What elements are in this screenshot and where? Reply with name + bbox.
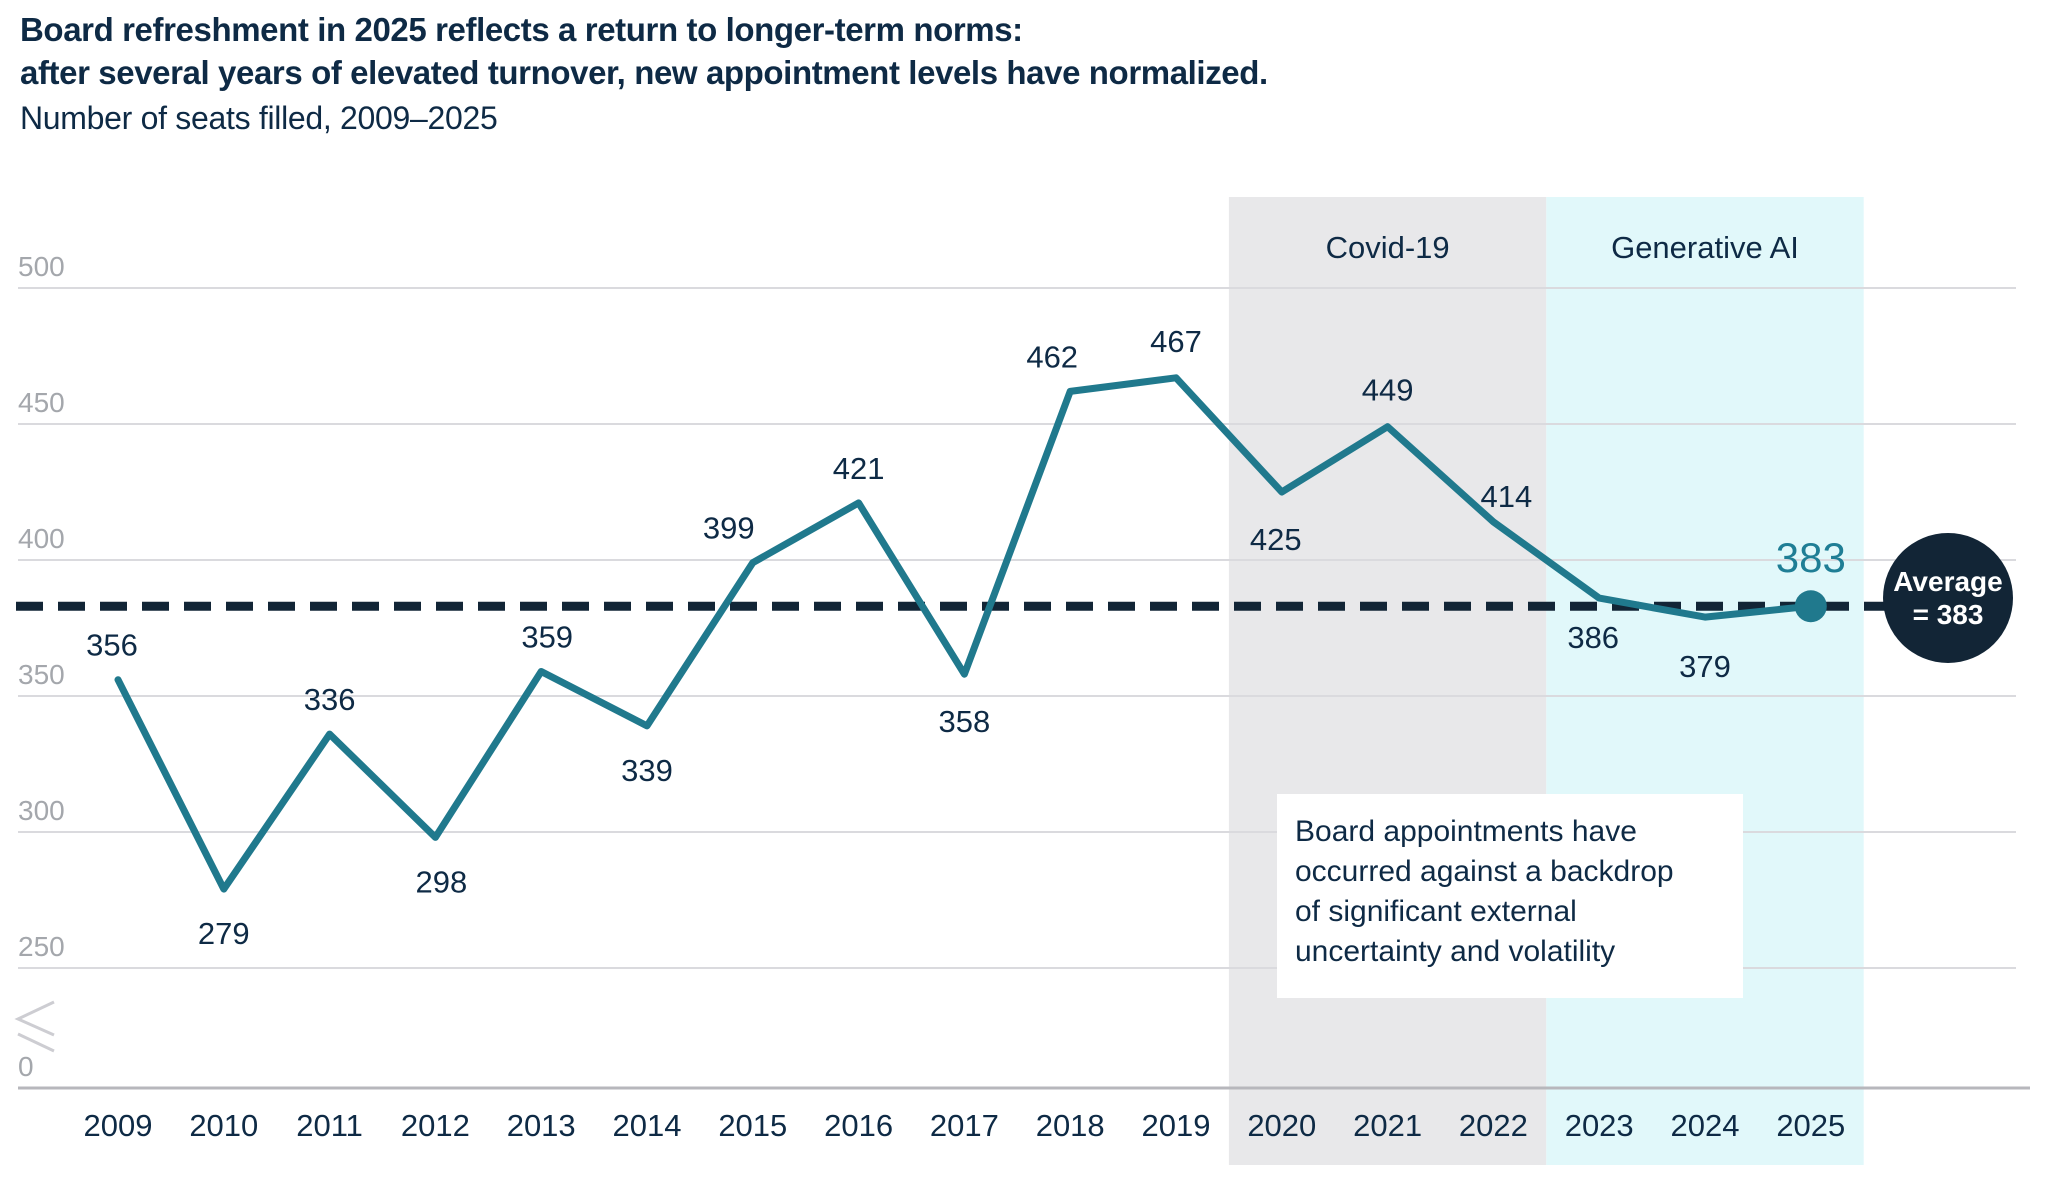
data-label-2010: 279 [198, 916, 250, 951]
axis-break-icon [17, 1032, 55, 1053]
y-tick-400: 400 [18, 523, 65, 554]
x-tick-2017: 2017 [930, 1108, 999, 1143]
era-band-label: Generative AI [1611, 230, 1799, 265]
y-tick-300: 300 [18, 795, 65, 826]
x-tick-2018: 2018 [1036, 1108, 1105, 1143]
x-tick-2021: 2021 [1353, 1108, 1422, 1143]
x-tick-2012: 2012 [401, 1108, 470, 1143]
era-band-covid [1228, 197, 1547, 1165]
x-tick-2013: 2013 [507, 1108, 576, 1143]
data-label-2009: 356 [86, 628, 138, 663]
x-tick-2016: 2016 [824, 1108, 893, 1143]
data-label-2016: 421 [833, 451, 885, 486]
data-label-2018: 462 [1026, 339, 1078, 374]
data-label-2011: 336 [304, 682, 356, 717]
x-tick-2022: 2022 [1459, 1108, 1528, 1143]
data-label-2020: 425 [1250, 522, 1302, 557]
average-badge-label: Average = 383 [1893, 566, 2003, 630]
x-tick-2015: 2015 [718, 1108, 787, 1143]
annotation-box: Board appointments have occurred against… [1277, 794, 1743, 998]
x-tick-2023: 2023 [1565, 1108, 1634, 1143]
axis-break-icon [14, 1000, 55, 1037]
x-tick-2024: 2024 [1671, 1108, 1740, 1143]
x-tick-2009: 2009 [84, 1108, 153, 1143]
chart-subtitle: Number of seats filled, 2009–2025 [20, 100, 498, 136]
data-label-2021: 449 [1362, 373, 1414, 408]
data-label-2023: 386 [1567, 620, 1619, 655]
data-label-2024: 379 [1679, 649, 1731, 684]
chart-headline-line2: after several years of elevated turnover… [20, 54, 1268, 91]
x-tick-2019: 2019 [1142, 1108, 1211, 1143]
y-tick-0: 0 [18, 1051, 34, 1082]
x-tick-2020: 2020 [1247, 1108, 1316, 1143]
y-tick-500: 500 [18, 251, 65, 282]
data-point-2025 [1794, 590, 1827, 623]
data-label-highlight-2025: 383 [1776, 534, 1846, 581]
era-band-genai [1546, 197, 1864, 1165]
chart-headline-line1: Board refreshment in 2025 reflects a ret… [20, 11, 1023, 48]
x-tick-2010: 2010 [189, 1108, 258, 1143]
y-tick-250: 250 [18, 931, 65, 962]
era-band-label: Covid-19 [1326, 230, 1450, 265]
average-badge: Average = 383 [1883, 533, 2013, 663]
chart-headline: Board refreshment in 2025 reflects a ret… [20, 8, 1268, 94]
data-label-2019: 467 [1150, 324, 1202, 359]
y-tick-350: 350 [18, 659, 65, 690]
data-label-2022: 414 [1481, 479, 1533, 514]
seats-data-line [114, 374, 1815, 893]
x-tick-2011: 2011 [296, 1108, 363, 1143]
x-tick-2025: 2025 [1776, 1108, 1845, 1143]
y-tick-450: 450 [18, 387, 65, 418]
data-label-2015: 399 [703, 511, 755, 546]
x-tick-2014: 2014 [613, 1108, 682, 1143]
data-label-2013: 359 [521, 620, 573, 655]
data-label-2014: 339 [621, 753, 673, 788]
data-label-2017: 358 [939, 704, 991, 739]
data-label-2012: 298 [416, 864, 468, 899]
